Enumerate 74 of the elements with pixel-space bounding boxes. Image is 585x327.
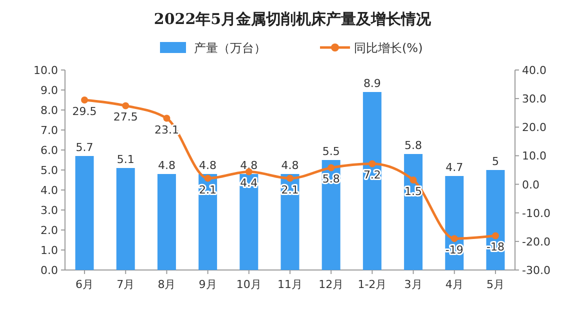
legend-label: 产量（万台）: [194, 41, 266, 55]
x-tick-label: 5月: [486, 278, 504, 291]
data-label: 2.1: [199, 183, 217, 196]
x-tick-label: 12月: [318, 278, 344, 291]
x-tick-label: 9月: [198, 278, 217, 291]
x-tick-label: 7月: [116, 278, 135, 291]
bar: [240, 174, 258, 270]
point: [163, 114, 170, 122]
data-label: 4.7: [446, 161, 464, 174]
data-label: 27.5: [113, 110, 138, 124]
y-tick-label: 7.0: [40, 124, 58, 137]
data-label: 4.8: [240, 159, 258, 172]
x-tick-label: 11月: [278, 278, 302, 291]
bar: [198, 174, 218, 270]
x-tick-label: 1-2月: [358, 278, 387, 291]
y-tick-label: 4.0: [40, 184, 58, 197]
point: [122, 102, 130, 110]
y-tick-label: 5.0: [40, 164, 58, 177]
data-label: 5.5: [322, 145, 340, 158]
data-label: 7.2: [363, 168, 381, 182]
x-tick-label: 8月: [158, 278, 176, 291]
point: [286, 174, 294, 182]
data-label: 8.9: [363, 77, 381, 90]
data-label: -19: [445, 244, 464, 257]
y2-tick-label: 10.0: [522, 150, 546, 163]
y-tick-label: 8.0: [40, 104, 58, 117]
y-tick-label: 6.0: [40, 144, 58, 157]
x-tick-label: 4月: [445, 278, 464, 291]
point: [328, 164, 335, 172]
y2-tick-label: -30.0: [522, 264, 550, 277]
bar: [362, 92, 382, 270]
data-label: 5.7: [76, 141, 94, 154]
x-tick-label: 6月: [76, 278, 94, 291]
data-label: -18: [486, 240, 504, 254]
bar: [116, 168, 135, 270]
y-tick-label: 9.0: [40, 84, 58, 97]
bar: [404, 154, 423, 270]
point: [410, 176, 417, 184]
bar: [322, 160, 340, 270]
point: [492, 232, 499, 240]
bar: [445, 176, 464, 270]
y-tick-label: 10.0: [34, 64, 58, 77]
data-label: 4.4: [240, 176, 258, 190]
bar: [75, 156, 94, 270]
y-tick-label: 3.0: [40, 204, 58, 217]
y2-tick-label: 20.0: [522, 121, 546, 134]
y2-tick-label: 40.0: [522, 64, 546, 77]
data-label: 4.8: [281, 159, 299, 172]
point: [81, 96, 88, 104]
x-tick-label: 10月: [236, 278, 262, 291]
data-label: 2.1: [281, 183, 299, 196]
data-label: 5.8: [404, 139, 422, 152]
data-label: 5.8: [322, 172, 340, 186]
legend-label: 同比增长(%): [354, 41, 423, 55]
data-label: 4.8: [199, 159, 217, 172]
data-label: 5: [492, 155, 499, 168]
point: [368, 160, 376, 168]
x-tick-label: 3月: [404, 278, 422, 291]
data-label: 5.1: [116, 153, 134, 166]
point: [204, 174, 212, 182]
y2-tick-label: -20.0: [522, 235, 550, 248]
y-tick-label: 2.0: [40, 224, 58, 237]
y-tick-label: 1.0: [40, 244, 58, 257]
data-label: 1.5: [404, 185, 422, 198]
bar: [157, 174, 176, 270]
data-label: 29.5: [72, 105, 97, 118]
data-label: 4.8: [158, 159, 176, 172]
y2-tick-label: 30.0: [522, 92, 546, 106]
y-tick-label: 0.0: [40, 264, 58, 277]
y2-tick-label: -10.0: [522, 206, 550, 220]
y2-tick-label: 0.0: [522, 178, 540, 192]
bar: [486, 170, 505, 270]
chart-title: 2022年5月金属切削机床产量及增长情况: [154, 10, 432, 28]
point: [450, 235, 458, 242]
